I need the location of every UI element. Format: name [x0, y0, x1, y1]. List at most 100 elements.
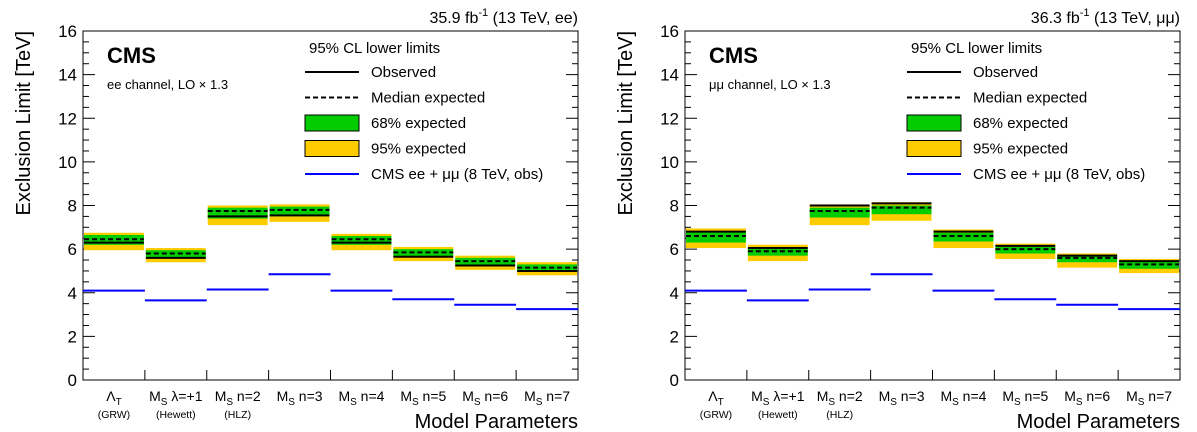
lumi-exponent: -1: [478, 7, 488, 19]
x-axis-title: Model Parameters: [1017, 411, 1180, 432]
lumi-value: 36.3 fb: [1031, 10, 1080, 27]
band-68-bin: [871, 205, 932, 215]
cat-main: M: [400, 388, 412, 404]
category-label: MS n=2: [817, 388, 863, 408]
cat-subscript: S: [226, 397, 233, 408]
category-note: (HLZ): [224, 409, 251, 421]
cat-subscript: S: [536, 397, 543, 408]
y-tick-label: 12: [660, 109, 679, 128]
band-68-bin: [207, 207, 268, 219]
legend-label: 68% expected: [371, 115, 466, 132]
y-tick-label: 16: [660, 22, 679, 41]
cat-rest: n=5: [1021, 388, 1049, 404]
cat-subscript: T: [116, 397, 122, 408]
y-tick-label: 10: [58, 153, 77, 172]
legend-68-swatch: [906, 114, 962, 132]
cat-rest: λ=+1: [769, 388, 804, 404]
data-marks: [83, 204, 578, 311]
cat-rest: n=6: [481, 388, 509, 404]
cat-rest: n=3: [897, 388, 925, 404]
energy-label: (13 TeV, ee): [488, 10, 578, 27]
cat-subscript: S: [890, 397, 897, 408]
data-marks: [685, 202, 1180, 311]
cat-main: M: [940, 388, 952, 404]
cat-subscript: S: [763, 397, 770, 408]
legend-label: Median expected: [973, 90, 1087, 107]
band-68-bin: [393, 249, 454, 257]
y-tick-label: 12: [58, 109, 77, 128]
y-axis-title: Exclusion Limit [TeV]: [13, 31, 35, 216]
y-tick-label: 16: [58, 22, 77, 41]
category-label: MS n=7: [524, 388, 570, 408]
channel-label: ee channel, LO × 1.3: [107, 77, 228, 92]
energy-label: (13 TeV, μμ): [1090, 10, 1180, 27]
x-category-labels: ΛT(GRW)MS λ=+1(Hewett)MS n=2(HLZ)MS n=3 M…: [700, 388, 1173, 421]
cat-subscript: S: [350, 397, 357, 408]
y-tick-label: 6: [670, 240, 679, 259]
category-label: MS n=4: [940, 388, 986, 408]
band-68-bin: [1057, 255, 1118, 263]
cat-subscript: S: [1138, 397, 1145, 408]
cat-rest: n=3: [295, 388, 323, 404]
category-label: MS n=7: [1126, 388, 1172, 408]
band-68-bin: [331, 236, 392, 245]
cat-rest: n=7: [542, 388, 570, 404]
cat-rest: n=2: [835, 388, 863, 404]
cat-main: M: [817, 388, 829, 404]
category-note: (HLZ): [826, 409, 853, 421]
legend-title: 95% CL lower limits: [911, 40, 1042, 57]
category-note: (GRW): [98, 409, 130, 421]
category-label: MS n=4: [338, 388, 384, 408]
legend-title: 95% CL lower limits: [309, 40, 440, 57]
cat-subscript: S: [1014, 397, 1021, 408]
category-label: MS n=3: [879, 388, 925, 408]
y-tick-label: 2: [68, 327, 77, 346]
cat-subscript: T: [718, 397, 724, 408]
legend-label: 95% expected: [371, 141, 466, 158]
y-tick-label: 2: [670, 327, 679, 346]
y-tick-label: 14: [58, 66, 77, 85]
band-68-bin: [269, 206, 330, 217]
cat-main: M: [1126, 388, 1138, 404]
x-axis-title: Model Parameters: [415, 411, 578, 432]
category-label: ΛT: [708, 388, 723, 408]
band-68-bin: [84, 234, 144, 245]
cat-subscript: S: [1076, 397, 1083, 408]
category-note: (GRW): [700, 409, 732, 421]
band-68-bin: [995, 246, 1056, 254]
band-68-bin: [517, 264, 577, 271]
lumi-value: 35.9 fb: [429, 10, 478, 27]
category-label: MS n=3: [277, 388, 323, 408]
cat-main: M: [149, 388, 161, 404]
y-tick-label: 10: [660, 153, 679, 172]
cat-rest: n=4: [959, 388, 987, 404]
band-68-bin: [145, 250, 206, 258]
cat-subscript: S: [161, 397, 168, 408]
y-axis-title: Exclusion Limit [TeV]: [615, 31, 637, 216]
lumi-exponent: -1: [1080, 7, 1090, 19]
y-tick-label: 8: [68, 197, 77, 216]
legend-95-swatch: [304, 140, 360, 157]
cat-rest: n=6: [1083, 388, 1111, 404]
category-label: MS λ=+1: [149, 388, 203, 408]
cat-main: M: [879, 388, 891, 404]
cat-main: M: [751, 388, 763, 404]
category-label: MS n=6: [462, 388, 508, 408]
legend-label: Observed: [371, 64, 436, 81]
cat-rest: n=7: [1144, 388, 1172, 404]
legend-label: Median expected: [371, 90, 485, 107]
cat-subscript: S: [828, 397, 835, 408]
cat-main: M: [338, 388, 350, 404]
band-68-bin: [747, 248, 808, 256]
cat-main: M: [215, 388, 227, 404]
panel-mumu: 0 2 4 6 8 10 12 14 16 Exclusion Limit [TeV] Model …: [615, 7, 1181, 432]
legend-label: 95% expected: [973, 141, 1068, 158]
band-68-bin: [933, 232, 994, 242]
cat-main: M: [277, 388, 289, 404]
category-label: ΛT: [106, 388, 121, 408]
category-note: (Hewett): [156, 409, 196, 421]
cat-subscript: S: [412, 397, 419, 408]
luminosity-label: 36.3 fb-1 (13 TeV, μμ): [1031, 7, 1180, 27]
panel-ee: 0 2 4 6 8 10 12 14 16 Exclusion Limit [TeV] Model …: [13, 7, 579, 432]
